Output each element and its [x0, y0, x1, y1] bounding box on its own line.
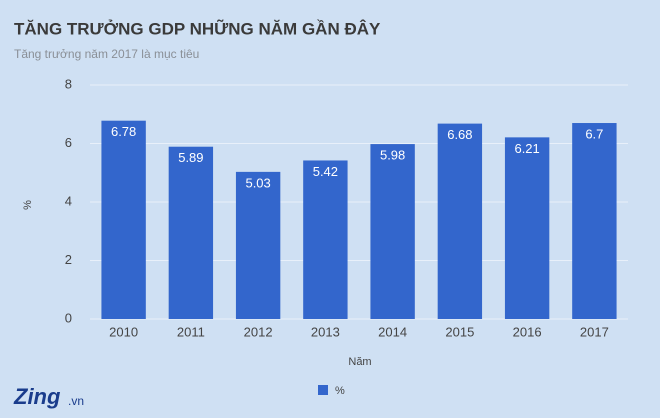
y-tick-label: 6: [65, 135, 72, 150]
bar: [437, 123, 483, 319]
value-label: 5.42: [313, 164, 338, 179]
value-label: 5.98: [380, 148, 405, 163]
bar: [504, 137, 550, 319]
value-label: 5.03: [245, 175, 270, 190]
watermark-brand: Zing: [13, 384, 61, 409]
x-tick-label: 2017: [580, 324, 609, 339]
bar: [101, 120, 146, 319]
bar: [303, 160, 348, 319]
x-tick-label: 2011: [177, 324, 205, 339]
x-tick-label: 2016: [513, 324, 542, 339]
y-tick-label: 2: [65, 252, 72, 267]
y-axis-label: %: [22, 200, 34, 210]
value-label: 6.68: [447, 127, 472, 142]
legend-swatch: [318, 385, 328, 395]
bar: [235, 171, 281, 319]
x-tick-label: 2013: [311, 324, 340, 339]
value-label: 6.7: [585, 126, 603, 141]
bar: [572, 123, 617, 320]
y-tick-label: 4: [65, 193, 72, 208]
chart-subtitle: Tăng trưởng năm 2017 là mục tiêu: [14, 47, 199, 61]
x-tick-label: 2015: [445, 324, 474, 339]
bar: [370, 144, 415, 319]
bar: [168, 146, 214, 319]
chart-title: TĂNG TRƯỞNG GDP NHỮNG NĂM GẦN ĐÂY: [14, 18, 381, 38]
y-tick-label: 0: [65, 310, 72, 325]
legend-label: %: [335, 385, 345, 397]
watermark-domain: .vn: [68, 394, 84, 408]
x-tick-label: 2010: [109, 324, 138, 339]
value-label: 6.78: [111, 124, 136, 139]
value-label: 5.89: [178, 150, 203, 165]
x-tick-label: 2014: [378, 324, 407, 339]
x-axis-label: Năm: [348, 356, 371, 368]
value-label: 6.21: [514, 141, 539, 156]
x-tick-label: 2012: [244, 324, 273, 339]
y-tick-label: 8: [65, 76, 72, 91]
